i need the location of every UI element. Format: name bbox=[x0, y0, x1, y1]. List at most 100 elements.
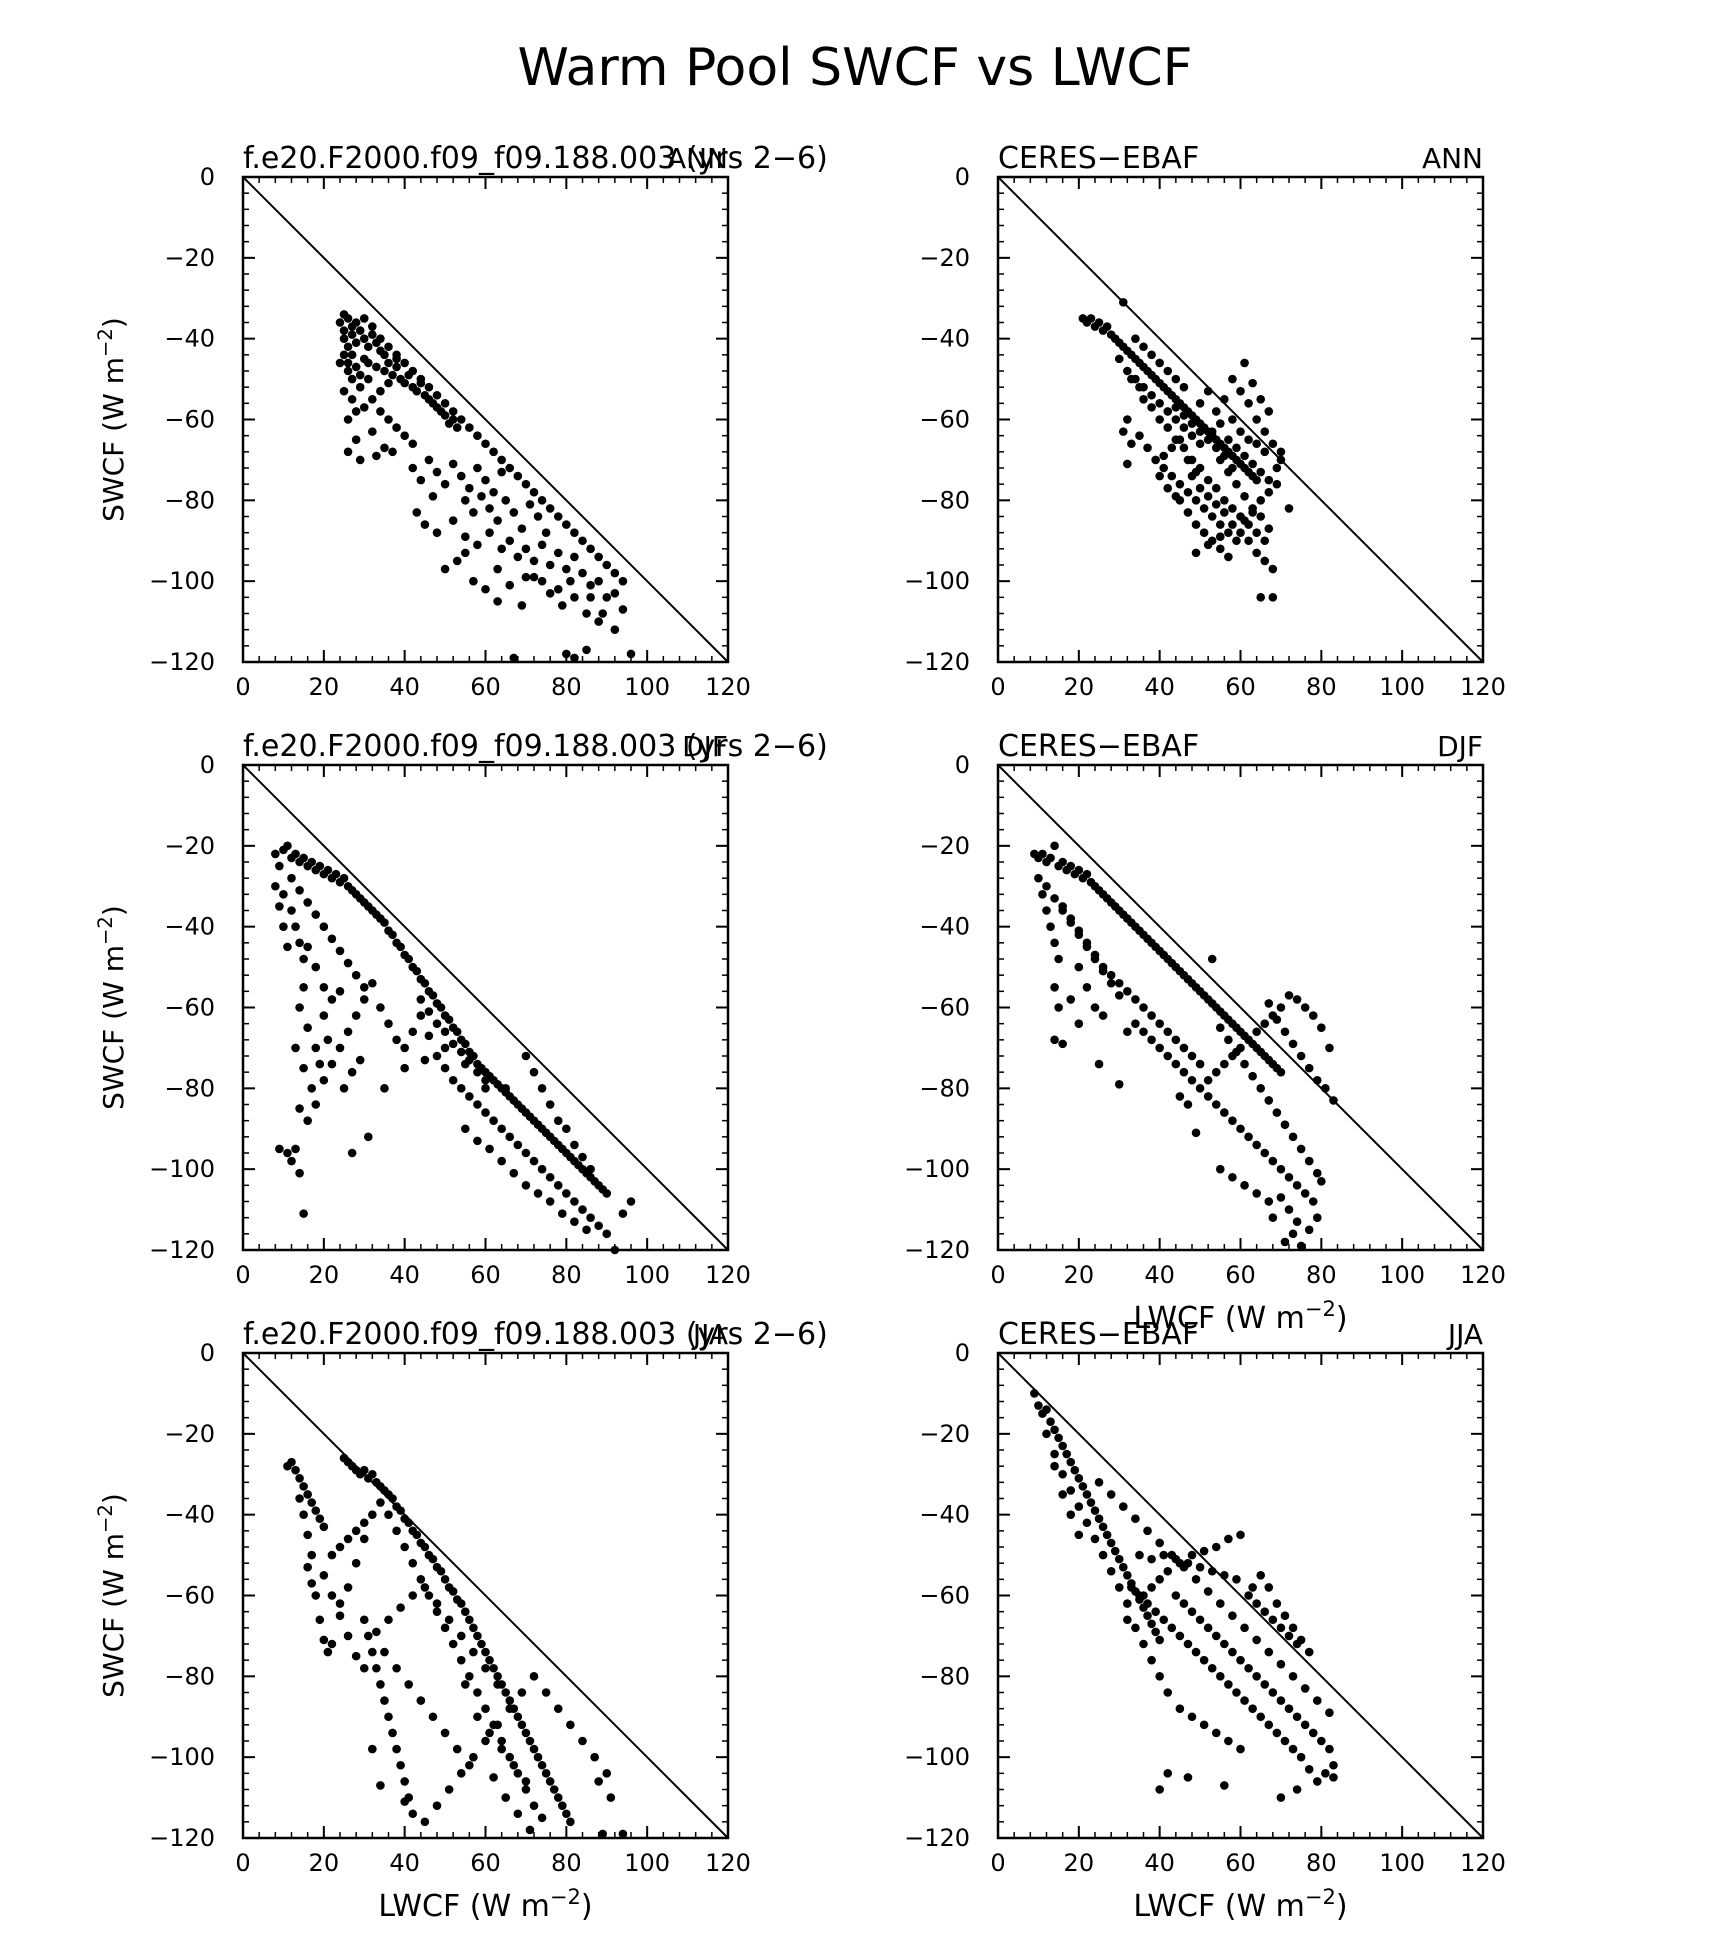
data-point bbox=[1143, 443, 1152, 453]
data-point bbox=[448, 516, 458, 525]
data-point bbox=[545, 1197, 555, 1206]
data-point bbox=[1256, 496, 1266, 505]
data-point bbox=[351, 338, 361, 348]
data-point bbox=[1268, 1011, 1278, 1020]
data-point bbox=[335, 946, 345, 956]
data-point bbox=[1139, 394, 1148, 404]
data-point bbox=[578, 1152, 587, 1162]
data-point bbox=[570, 1140, 579, 1150]
data-point bbox=[347, 1148, 357, 1158]
data-point bbox=[460, 1607, 470, 1616]
data-point bbox=[1244, 1132, 1253, 1142]
data-point bbox=[1098, 1522, 1108, 1532]
data-point bbox=[509, 653, 519, 663]
data-point bbox=[1296, 1051, 1306, 1061]
data-point bbox=[323, 1647, 333, 1657]
data-point bbox=[1252, 1672, 1261, 1681]
data-point bbox=[1074, 962, 1084, 972]
data-point bbox=[1042, 1429, 1051, 1439]
data-point bbox=[1268, 564, 1278, 574]
data-point bbox=[1292, 1217, 1302, 1227]
data-point bbox=[279, 922, 288, 931]
data-point bbox=[1232, 479, 1241, 489]
data-point bbox=[376, 1003, 385, 1012]
y-tick-label: −100 bbox=[904, 1155, 970, 1183]
data-point bbox=[1074, 865, 1084, 875]
data-point bbox=[618, 1829, 628, 1839]
data-point bbox=[1260, 1148, 1270, 1158]
data-point bbox=[529, 1672, 539, 1681]
data-point bbox=[303, 898, 312, 907]
panel-left-label: CERES−EBAF bbox=[998, 729, 1199, 764]
data-point bbox=[376, 407, 385, 416]
data-point bbox=[1264, 487, 1274, 497]
y-tick-label: 0 bbox=[200, 751, 215, 779]
data-point bbox=[359, 314, 369, 323]
x-tick-label: 0 bbox=[990, 1849, 1005, 1877]
data-point bbox=[1300, 1189, 1310, 1198]
data-point bbox=[517, 524, 527, 533]
data-point bbox=[533, 512, 543, 521]
data-point bbox=[586, 1213, 595, 1222]
y-tick-label: −40 bbox=[919, 325, 970, 353]
reference-line bbox=[997, 1352, 1484, 1839]
data-point bbox=[1211, 483, 1221, 493]
data-point bbox=[541, 528, 551, 537]
data-point bbox=[299, 1482, 308, 1491]
data-point bbox=[1207, 427, 1217, 436]
data-point bbox=[307, 1550, 317, 1560]
scatter-points bbox=[1030, 841, 1338, 1251]
data-point bbox=[586, 1164, 595, 1174]
data-point bbox=[432, 1019, 442, 1028]
data-point bbox=[1203, 1623, 1213, 1633]
data-point bbox=[1292, 1181, 1302, 1190]
data-point bbox=[368, 1647, 377, 1657]
data-point bbox=[610, 588, 620, 598]
data-point bbox=[323, 865, 333, 875]
data-point bbox=[351, 1558, 361, 1568]
data-point bbox=[448, 1039, 458, 1049]
data-point bbox=[1312, 1168, 1322, 1178]
data-point bbox=[1139, 1003, 1148, 1012]
y-tick-label: −60 bbox=[919, 406, 970, 434]
data-point bbox=[1244, 1591, 1253, 1600]
scatter-points bbox=[1030, 1389, 1338, 1802]
data-point bbox=[1159, 451, 1169, 461]
panel-right-label: DJF bbox=[682, 730, 728, 763]
data-point bbox=[1090, 1003, 1100, 1012]
data-point bbox=[1321, 1084, 1330, 1093]
data-point bbox=[517, 601, 527, 610]
x-tick-label: 80 bbox=[551, 1261, 582, 1289]
data-point bbox=[400, 378, 409, 388]
data-point bbox=[545, 1100, 555, 1109]
data-point bbox=[460, 496, 470, 505]
data-point bbox=[602, 1769, 612, 1778]
data-point bbox=[392, 362, 401, 372]
data-point bbox=[1098, 1550, 1108, 1560]
data-point bbox=[384, 358, 393, 368]
data-point bbox=[1118, 1562, 1128, 1572]
data-point bbox=[1236, 1655, 1245, 1665]
data-point bbox=[460, 1680, 470, 1689]
data-point bbox=[1284, 1704, 1294, 1713]
data-point bbox=[428, 1712, 438, 1722]
data-point bbox=[501, 1084, 511, 1093]
x-minor-ticks bbox=[242, 1353, 729, 1838]
data-point bbox=[1114, 978, 1124, 988]
data-point bbox=[517, 1720, 527, 1730]
x-tick-label: 0 bbox=[235, 673, 250, 701]
data-point bbox=[412, 966, 422, 976]
data-point bbox=[1155, 471, 1164, 481]
data-point bbox=[1220, 1639, 1229, 1649]
data-point bbox=[541, 1688, 551, 1697]
data-point bbox=[1147, 1011, 1156, 1020]
x-axis-label: LWCF (W m−2) bbox=[1133, 1885, 1347, 1924]
data-point bbox=[1224, 1736, 1233, 1746]
data-point bbox=[456, 415, 466, 424]
data-point bbox=[578, 1205, 587, 1214]
data-point bbox=[392, 1744, 401, 1754]
y-tick-label: −80 bbox=[164, 1662, 215, 1690]
data-point bbox=[1030, 1389, 1039, 1398]
data-point bbox=[1215, 1023, 1225, 1033]
data-point bbox=[493, 1680, 502, 1689]
